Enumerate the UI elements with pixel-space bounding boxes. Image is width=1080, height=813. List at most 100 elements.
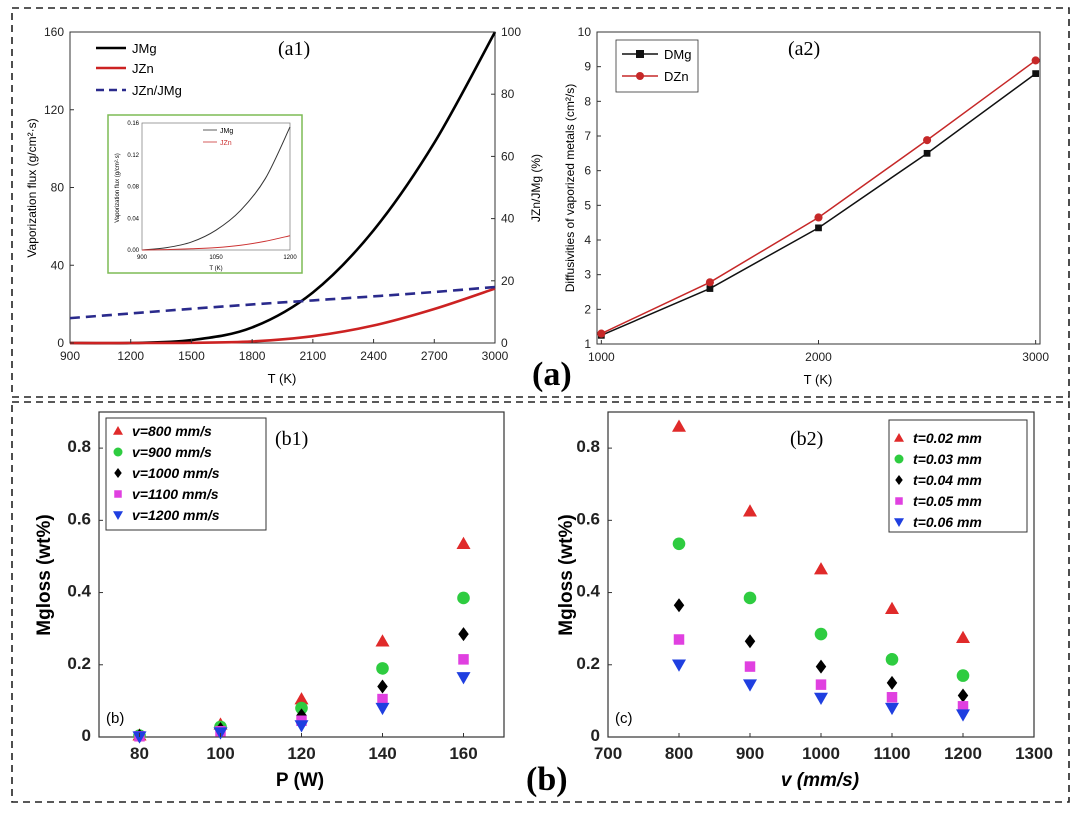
b2-x-tick-label: 800 — [665, 744, 693, 763]
b1-x-tick-label: 140 — [368, 744, 396, 763]
a1-x-axis-label: T (K) — [268, 371, 297, 386]
b1-point-v-1200-mm-s — [456, 672, 471, 685]
b2-legend-box — [888, 419, 1028, 533]
b2-y-axis-label: Mgloss (wt%) — [556, 514, 577, 635]
b2-legend-marker-t-0-03-mm — [894, 454, 904, 464]
b1-point-v-1000-mm-s — [377, 679, 388, 694]
a2-point-d-zn — [597, 329, 606, 338]
a1-inset-y-tick-label: 0.16 — [127, 121, 139, 127]
b2-point-t-0-03-mm — [885, 653, 899, 666]
a2-y-tick-label: 9 — [584, 60, 591, 74]
a2-panel-label: (a2) — [788, 38, 820, 60]
a1-x-tick-label: 2700 — [421, 349, 448, 363]
a1-inset-y-tick-label: 0.08 — [127, 185, 139, 191]
b2-x-tick-label: 1200 — [944, 744, 982, 763]
b2-point-t-0-06-mm — [814, 692, 828, 705]
chart-b2: (b2) (c) 700 800 900 1000 1100 1200 1300 0 0.2 0.… — [556, 411, 1053, 791]
chart-a2: (a2) 1000 2000 3000 1 2 3 4 5 6 7 8 9 10 T (K) Diffu… — [563, 25, 1049, 387]
b2-legend-marker-t-0-04-mm — [895, 475, 903, 485]
group-label-a: (a) — [532, 356, 572, 393]
b1-point-v-1100-mm-s — [377, 693, 388, 705]
a1-panel-label: (a1) — [278, 38, 310, 60]
b1-point-v-1200-mm-s — [294, 720, 309, 733]
b1-legend: v=800 mm/s v=900 mm/s v=1000 mm/s v=1100 mm… — [105, 417, 267, 531]
a1-x-tick-label: 3000 — [482, 349, 509, 363]
a2-x-tick-label: 2000 — [805, 350, 832, 364]
a1-x-tick-label: 1500 — [178, 349, 205, 363]
b2-point-t-0-06-mm — [956, 709, 970, 722]
b1-point-v-800-mm-s — [375, 634, 390, 647]
b1-x-tick-label: 100 — [206, 744, 234, 763]
b1-point-v-1200-mm-s — [375, 702, 390, 716]
b1-y-tick-label: 0.6 — [67, 509, 91, 528]
b2-legend-label-t-0-02-mm: t=0.02 mm — [913, 430, 982, 446]
b1-x-tick-label: 80 — [130, 744, 149, 763]
chart-b1: (b1) (b) 80 100 120 140 160 0 0.2 0.4 0.6 0.8 P (… — [34, 411, 505, 791]
a2-x-tick-label: 1000 — [588, 350, 615, 364]
b1-point-v-900-mm-s — [295, 701, 308, 715]
a1-inset: 900 1050 1200 0.00 0.04 0.08 0.12 0.16 T (K) Va… — [107, 114, 303, 274]
b1-legend-marker-v-800-mm-s — [113, 426, 123, 435]
b1-legend-marker-v-1200-mm-s — [113, 511, 123, 520]
b2-point-t-0-03-mm — [814, 627, 828, 641]
b2-point-t-0-06-mm — [743, 679, 757, 692]
b1-point-v-900-mm-s — [457, 591, 470, 605]
group-a-frame — [11, 7, 1070, 398]
a2-point-d-mg — [1032, 70, 1040, 77]
a1-right-y-tick-label: 60 — [501, 149, 515, 163]
a1-right-y-tick-label: 40 — [501, 212, 515, 226]
group-label-b: (b) — [526, 761, 568, 798]
a1-right-y-tick-label: 0 — [501, 336, 508, 350]
a1-x-tick-label: 2100 — [300, 349, 327, 363]
a1-legend-jmg: JMg — [132, 41, 157, 56]
a1-y-tick-label: 80 — [51, 181, 65, 195]
a2-y-tick-label: 2 — [584, 302, 591, 316]
a2-point-d-zn — [705, 278, 714, 287]
a2-legend-dmg: DMg — [664, 47, 691, 62]
b1-legend-label-v-1200-mm-s: v=1200 mm/s — [132, 507, 220, 523]
a1-x-tick-label: 1200 — [117, 349, 144, 363]
a1-inset-y-tick-label: 0.12 — [127, 153, 139, 159]
b1-point-v-800-mm-s — [456, 536, 471, 550]
a1-inset-legend-jmg: JMg — [220, 128, 233, 135]
b2-y-tick-label: 0.2 — [576, 654, 600, 673]
a2-legend-marker-dzn — [636, 72, 644, 80]
b2-point-t-0-04-mm — [957, 688, 969, 703]
b1-point-v-1000-mm-s — [458, 627, 469, 642]
b1-legend-label-v-1000-mm-s: v=1000 mm/s — [132, 465, 220, 481]
b1-x-axis-label: P (W) — [276, 770, 324, 791]
b2-point-t-0-06-mm — [672, 659, 686, 672]
a1-y-tick-label: 120 — [44, 103, 64, 117]
b2-x-axis-label: v (mm/s) — [781, 770, 859, 791]
b2-point-t-0-04-mm — [673, 598, 685, 613]
b2-y-tick-label: 0 — [591, 726, 600, 745]
a2-y-tick-label: 8 — [584, 94, 591, 108]
chart-a1: (a1) 900 1200 1500 1800 2100 2400 2700 30000408… — [25, 25, 543, 386]
a2-point-d-mg — [815, 224, 822, 232]
b2-point-t-0-05-mm — [886, 692, 898, 703]
a2-point-d-zn — [1031, 56, 1040, 65]
b1-panel-label: (b1) — [275, 428, 308, 450]
a2-legend-box — [615, 39, 699, 93]
b2-legend-label-t-0-05-mm: t=0.05 mm — [913, 493, 982, 509]
a2-x-axis-label: T (K) — [804, 372, 833, 387]
a1-inset-x-tick-label: 1200 — [283, 255, 297, 261]
a1-inset-x-tick-label: 900 — [137, 255, 148, 261]
a1-inset-plot-frame — [141, 122, 291, 251]
a2-y-tick-label: 6 — [584, 164, 591, 178]
b1-x-tick-label: 120 — [287, 744, 315, 763]
b2-point-t-0-02-mm — [956, 630, 970, 643]
a1-legend: JMg JZn JZn/JMg — [96, 41, 182, 98]
b2-point-t-0-02-mm — [672, 419, 686, 432]
b1-legend-box — [105, 417, 267, 531]
b2-y-tick-label: 0.6 — [576, 509, 600, 528]
b2-point-t-0-05-mm — [673, 634, 685, 645]
a1-x-tick-label: 2400 — [360, 349, 387, 363]
b1-legend-label-v-900-mm-s: v=900 mm/s — [132, 444, 212, 460]
a1-y-tick-label: 0 — [57, 336, 64, 350]
a1-legend-jzn: JZn — [132, 61, 154, 76]
b1-y-axis-label: Mgloss (wt%) — [34, 514, 55, 635]
b2-y-tick-label: 0.4 — [576, 582, 600, 601]
a1-inset-y-label: Vaporization flux (g/cm²·s) — [115, 153, 121, 223]
